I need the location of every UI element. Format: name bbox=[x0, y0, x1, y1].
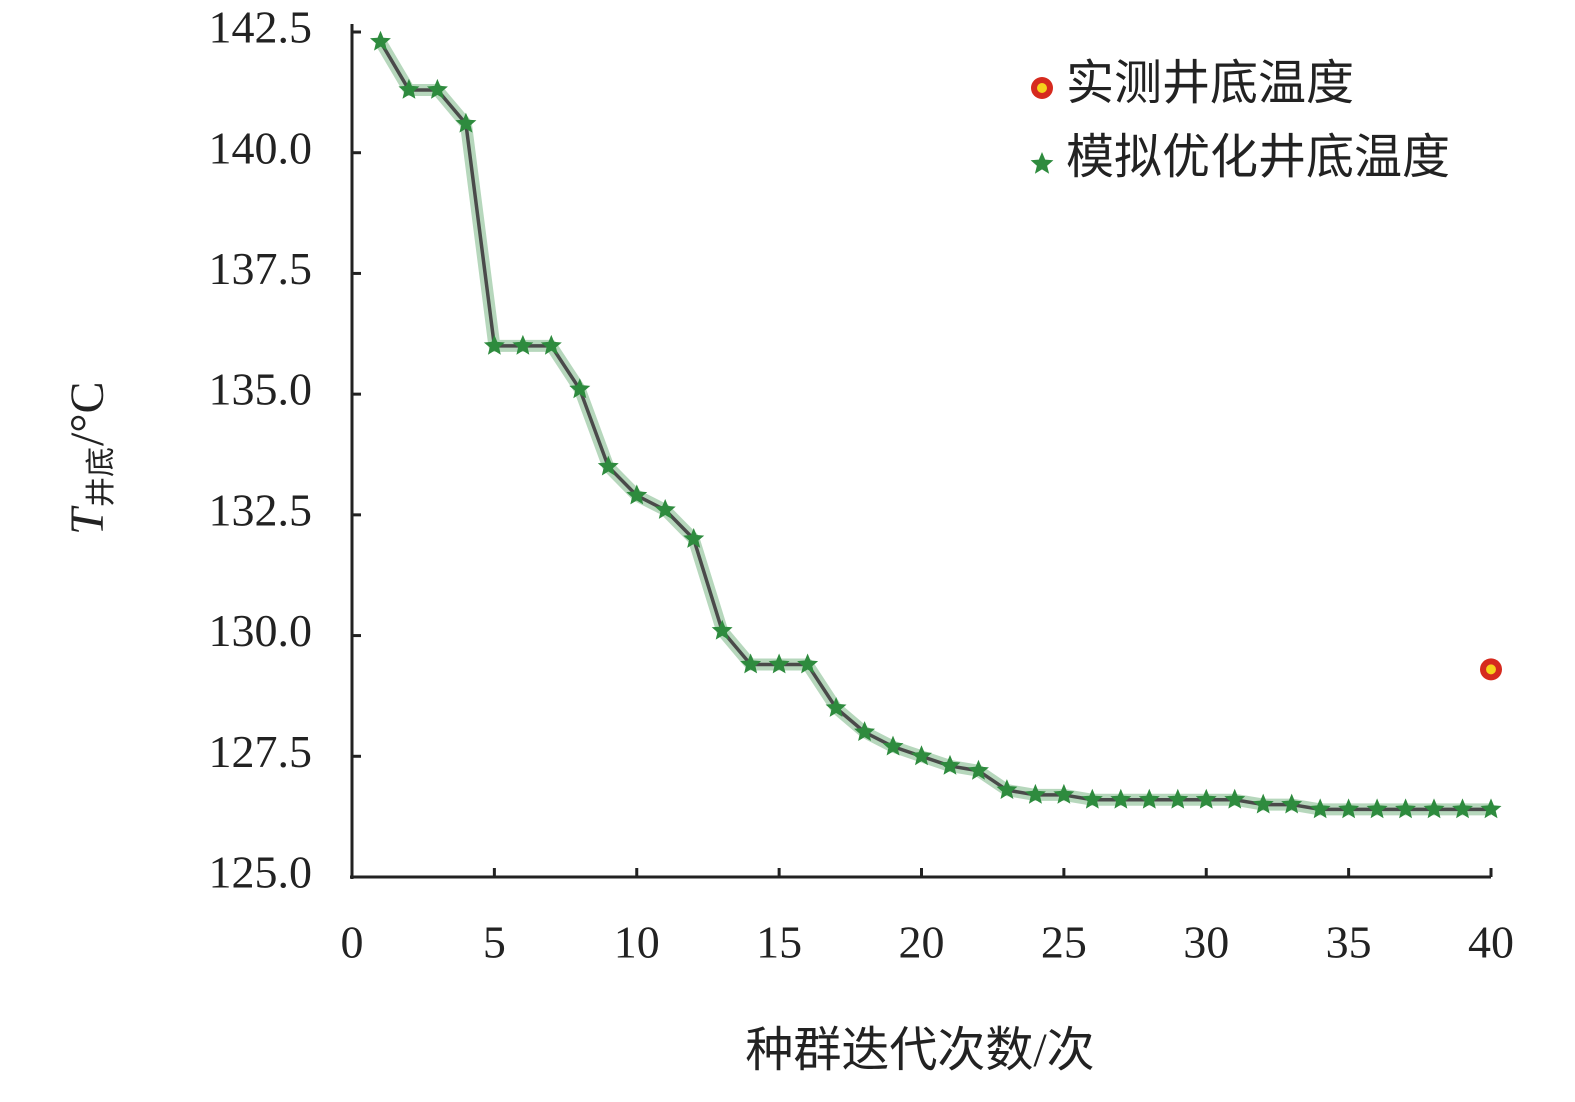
star-marker bbox=[683, 528, 705, 548]
star-marker bbox=[1281, 793, 1303, 814]
x-tick-label: 40 bbox=[1468, 917, 1514, 968]
y-tick-label: 132.5 bbox=[209, 484, 313, 535]
x-tick-label: 35 bbox=[1326, 917, 1372, 968]
legend-label: 实测井底温度 bbox=[1066, 57, 1354, 110]
y-label-unit: /°C bbox=[61, 381, 114, 446]
star-marker bbox=[370, 30, 391, 51]
star-marker bbox=[1309, 798, 1331, 819]
star-marker bbox=[1024, 783, 1046, 804]
star-marker bbox=[911, 745, 932, 766]
star-marker bbox=[1338, 798, 1360, 819]
series-line bbox=[378, 40, 1491, 812]
star-marker bbox=[1110, 788, 1132, 809]
star-marker bbox=[825, 697, 847, 717]
star-marker bbox=[1138, 788, 1160, 809]
star-marker bbox=[654, 499, 676, 519]
star-marker bbox=[569, 378, 591, 399]
star-marker bbox=[882, 735, 904, 756]
y-tick-label: 137.5 bbox=[209, 243, 313, 294]
y-tick-label: 142.5 bbox=[209, 2, 313, 53]
y-tick-label: 140.0 bbox=[209, 122, 313, 173]
legend-label: 模拟优化井底温度 bbox=[1066, 131, 1450, 184]
star-marker bbox=[483, 334, 505, 355]
y-axis-label: T 井底 /°C bbox=[61, 381, 118, 535]
star-marker bbox=[455, 112, 477, 133]
x-tick-label: 5 bbox=[483, 917, 506, 968]
star-marker bbox=[1366, 798, 1388, 819]
y-tick-label: 127.5 bbox=[209, 726, 313, 777]
star-marker bbox=[1252, 793, 1274, 814]
star-marker bbox=[1167, 788, 1189, 809]
legend-marker bbox=[1030, 152, 1054, 174]
star-marker bbox=[1480, 798, 1502, 819]
star-marker bbox=[1224, 788, 1246, 809]
star-marker bbox=[996, 779, 1018, 799]
legend-marker-inner bbox=[1037, 83, 1047, 93]
star-marker bbox=[711, 619, 733, 640]
star-marker bbox=[854, 721, 875, 741]
y-label-subscript: 井底 bbox=[85, 447, 118, 507]
star-marker bbox=[1395, 798, 1416, 819]
star-marker bbox=[1423, 798, 1445, 819]
y-tick-label: 135.0 bbox=[209, 364, 313, 415]
star-marker bbox=[427, 78, 448, 99]
star-marker bbox=[1053, 783, 1075, 804]
circle-inner bbox=[1486, 664, 1496, 675]
x-tick-label: 0 bbox=[341, 917, 364, 968]
star-marker bbox=[626, 484, 648, 505]
x-tick-label: 10 bbox=[614, 917, 660, 968]
star-marker bbox=[797, 653, 819, 674]
star-marker bbox=[1195, 788, 1217, 809]
star-marker bbox=[1081, 788, 1103, 809]
star-marker bbox=[939, 754, 961, 775]
star-marker bbox=[597, 455, 619, 476]
x-tick-label: 25 bbox=[1041, 917, 1087, 968]
y-tick-label: 125.0 bbox=[209, 847, 313, 898]
star-marker bbox=[768, 653, 790, 674]
star-marker bbox=[740, 653, 762, 674]
x-axis-label: 种群迭代次数/次 bbox=[745, 1024, 1094, 1077]
star-marker bbox=[968, 759, 989, 780]
star-marker bbox=[540, 334, 562, 355]
circle-marker bbox=[1480, 658, 1502, 681]
star-marker bbox=[1452, 798, 1473, 819]
x-tick-label: 30 bbox=[1183, 917, 1229, 968]
star-marker bbox=[512, 334, 534, 355]
y-tick-label: 130.0 bbox=[209, 605, 313, 656]
star-marker bbox=[398, 78, 420, 99]
y-label-symbol: T bbox=[61, 505, 114, 535]
x-tick-label: 20 bbox=[899, 917, 945, 968]
x-tick-label: 15 bbox=[756, 917, 802, 968]
